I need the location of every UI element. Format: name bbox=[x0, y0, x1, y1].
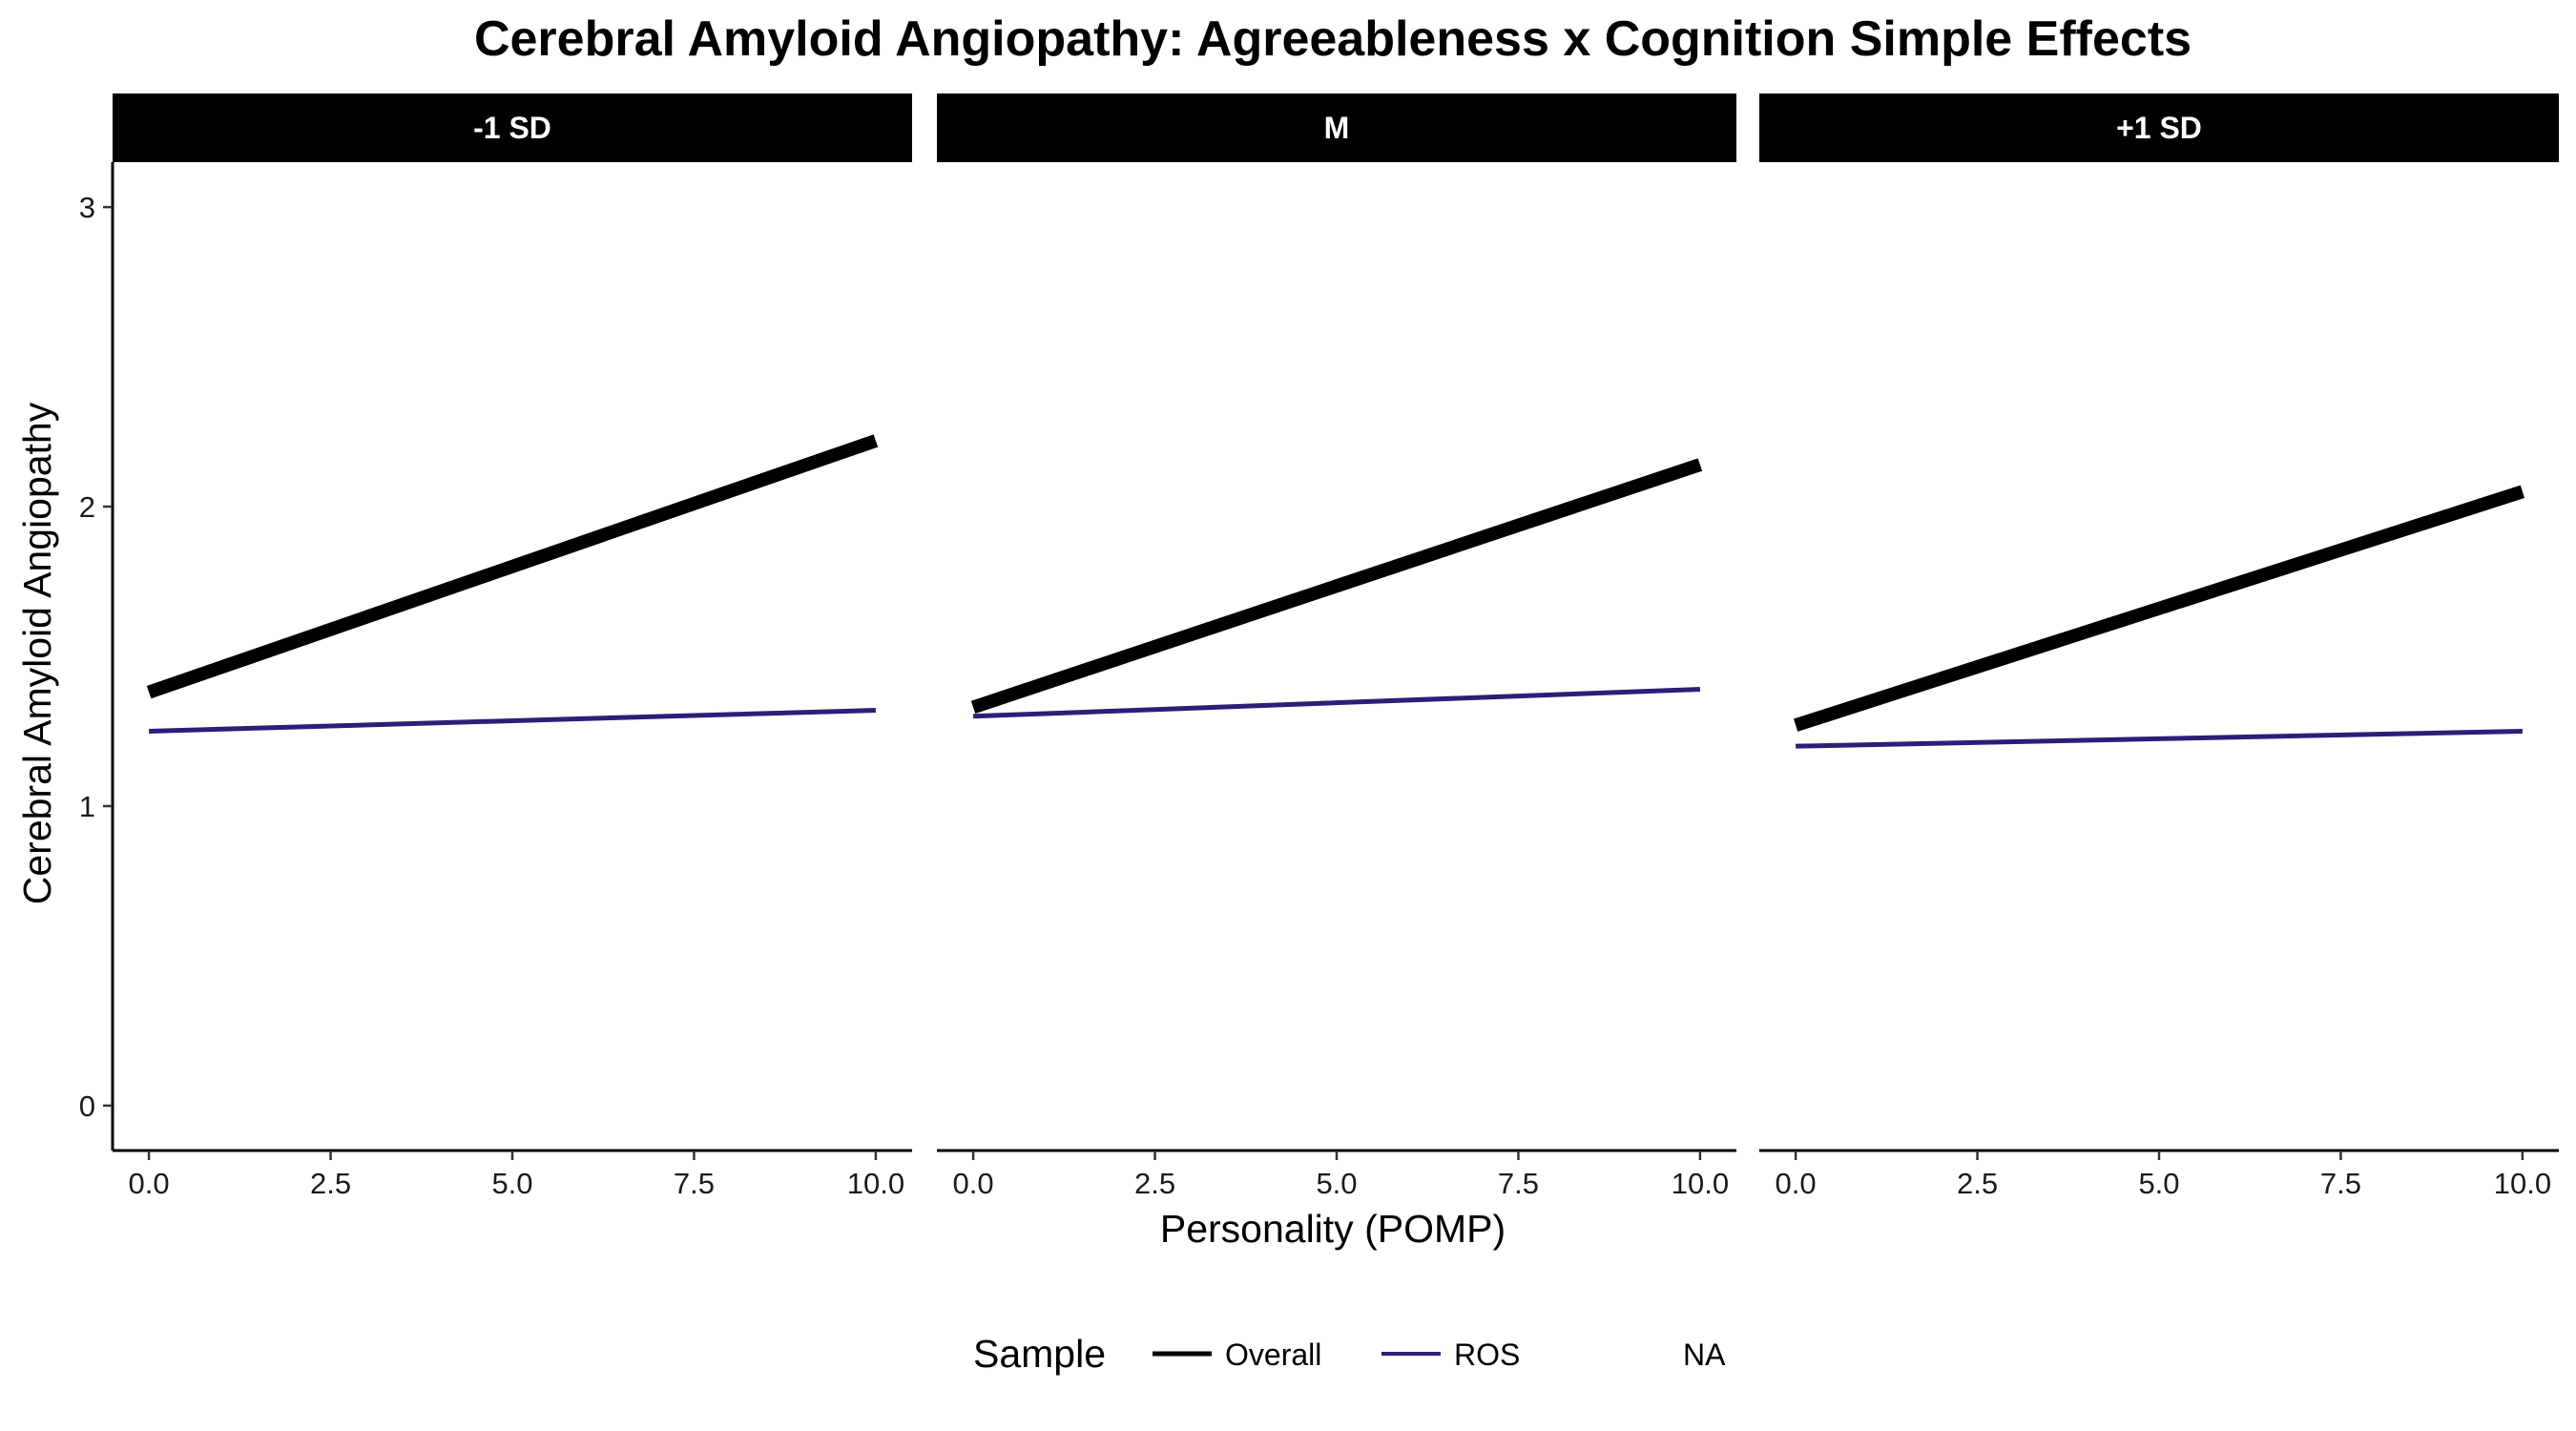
facet-panels: -1 SD 0.0 2.5 5.0 7.5 10.0 0 1 2 3 M 0.0 2.5 5.0 7.5 10… bbox=[79, 93, 2559, 1200]
facet-strip-label-1: M bbox=[1324, 111, 1350, 145]
series-line-ros-1 bbox=[972, 687, 1701, 719]
x-tick-label-2-3: 7.5 bbox=[2320, 1167, 2361, 1200]
x-tick-label-2-2: 5.0 bbox=[2138, 1167, 2179, 1200]
series-line-overall-0 bbox=[146, 434, 879, 699]
x-tick-label-2-4: 10.0 bbox=[2494, 1167, 2551, 1200]
y-tick-label-2: 2 bbox=[79, 490, 95, 524]
x-tick-label-1-3: 7.5 bbox=[1498, 1167, 1539, 1200]
y-tick-label-3: 3 bbox=[79, 191, 95, 224]
y-tick-label-0: 0 bbox=[79, 1089, 95, 1123]
y-axis-title: Cerebral Amyloid Angiopathy bbox=[15, 402, 59, 904]
facet-strip-label-0: -1 SD bbox=[473, 111, 551, 145]
x-tick-label-0-0: 0.0 bbox=[129, 1167, 170, 1200]
series-line-ros-2 bbox=[1796, 728, 2523, 749]
x-tick-label-1-2: 5.0 bbox=[1316, 1167, 1357, 1200]
legend-label-1: ROS bbox=[1454, 1338, 1520, 1372]
chart-title: Cerebral Amyloid Angiopathy: Agreeablene… bbox=[474, 11, 2192, 67]
series-line-overall-2 bbox=[1793, 485, 2525, 732]
x-tick-label-0-1: 2.5 bbox=[310, 1167, 351, 1200]
x-tick-label-1-4: 10.0 bbox=[1672, 1167, 1729, 1200]
facet-panel-2: +1 SD 0.0 2.5 5.0 7.5 10.0 bbox=[1759, 93, 2559, 1200]
x-tick-label-1-1: 2.5 bbox=[1134, 1167, 1175, 1200]
legend-label-2: NA bbox=[1683, 1338, 1726, 1372]
facet-panel-0: -1 SD 0.0 2.5 5.0 7.5 10.0 0 1 2 3 bbox=[79, 93, 912, 1200]
facet-strip-label-2: +1 SD bbox=[2116, 111, 2202, 145]
facet-strip-2 bbox=[1759, 93, 2559, 162]
x-axis-title: Personality (POMP) bbox=[1160, 1207, 1506, 1251]
legend: Sample Overall ROS NA bbox=[973, 1332, 1726, 1376]
facet-strip-0 bbox=[113, 93, 912, 162]
y-tick-label-1: 1 bbox=[79, 790, 95, 823]
x-tick-label-2-0: 0.0 bbox=[1776, 1167, 1817, 1200]
x-tick-label-0-4: 10.0 bbox=[847, 1167, 904, 1200]
facet-strip-1 bbox=[937, 93, 1736, 162]
x-tick-label-0-3: 7.5 bbox=[674, 1167, 715, 1200]
facet-panel-1: M 0.0 2.5 5.0 7.5 10.0 bbox=[937, 93, 1736, 1200]
legend-label-0: Overall bbox=[1225, 1338, 1321, 1372]
series-line-ros-0 bbox=[149, 708, 876, 734]
x-tick-label-0-2: 5.0 bbox=[491, 1167, 532, 1200]
x-tick-label-1-0: 0.0 bbox=[953, 1167, 994, 1200]
series-line-overall-1 bbox=[970, 458, 1703, 715]
legend-title: Sample bbox=[973, 1332, 1106, 1376]
x-tick-label-2-1: 2.5 bbox=[1957, 1167, 1998, 1200]
